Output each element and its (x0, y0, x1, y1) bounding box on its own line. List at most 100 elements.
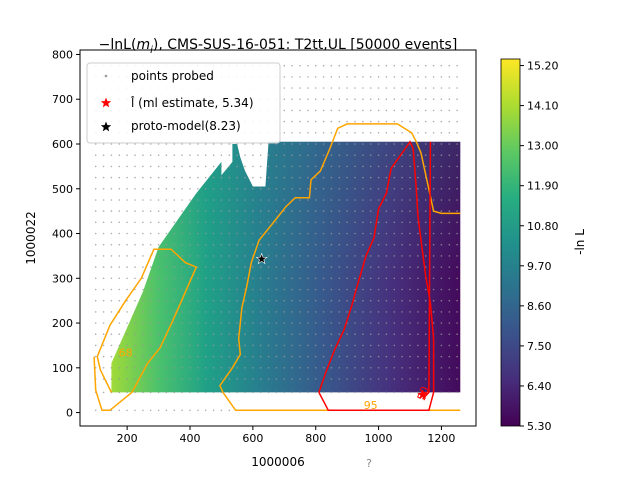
probed-point (212, 143, 215, 145)
probed-point (189, 210, 191, 212)
probed-point (94, 288, 97, 291)
probed-point (377, 143, 380, 145)
probed-point (393, 288, 396, 291)
probed-point (314, 311, 317, 313)
probed-point (440, 165, 443, 168)
probed-point (291, 132, 293, 134)
probed-point (314, 87, 317, 89)
probed-point (401, 109, 403, 112)
probed-point (417, 355, 419, 358)
probed-point (244, 243, 246, 246)
probed-point (417, 132, 419, 134)
probed-point (157, 299, 160, 302)
probed-point (228, 409, 231, 412)
probed-point (424, 322, 427, 324)
probed-point (440, 391, 443, 394)
probed-point (346, 232, 348, 235)
probed-point (228, 367, 231, 369)
probed-point (307, 176, 309, 179)
probed-point (417, 165, 419, 168)
probed-point (409, 322, 411, 324)
probed-point (275, 311, 278, 313)
probed-point (236, 344, 238, 347)
probed-point (393, 64, 396, 67)
probed-point (417, 344, 419, 347)
probed-point (228, 176, 231, 179)
probed-point (110, 266, 113, 268)
probed-point (291, 143, 293, 145)
probed-point (142, 333, 144, 336)
probed-point (173, 210, 176, 212)
probed-point (283, 311, 286, 313)
probed-point (204, 391, 207, 394)
probed-point (354, 154, 356, 156)
probed-point (291, 188, 293, 190)
probed-point (456, 243, 458, 246)
probed-point (369, 64, 372, 67)
probed-point (244, 311, 246, 313)
probed-point (377, 378, 380, 380)
probed-point (377, 288, 380, 291)
probed-point (409, 277, 411, 280)
probed-point (362, 120, 364, 123)
probed-point (362, 154, 364, 156)
probed-point (362, 210, 364, 212)
probed-point (314, 288, 317, 291)
probed-point (149, 322, 152, 324)
probed-point (354, 98, 356, 100)
probed-point (440, 98, 443, 100)
probed-point (299, 64, 301, 67)
probed-point (94, 232, 97, 235)
probed-point (244, 221, 246, 224)
probed-point (314, 391, 317, 394)
probed-point (228, 355, 231, 358)
probed-point (275, 176, 278, 179)
probed-point (267, 154, 270, 156)
probed-point (149, 378, 152, 380)
probed-point (409, 288, 411, 291)
probed-point (362, 367, 364, 369)
probed-point (314, 299, 317, 302)
probed-point (291, 76, 293, 78)
probed-point (134, 378, 136, 380)
probed-point (417, 87, 419, 89)
probed-point (354, 266, 356, 268)
probed-point (362, 143, 364, 145)
probed-point (424, 288, 427, 291)
probed-point (212, 367, 215, 369)
probed-point (330, 378, 333, 380)
probed-point (252, 333, 254, 336)
probed-point (173, 299, 176, 302)
probed-point (267, 322, 270, 324)
probed-point (377, 176, 380, 179)
probed-point (448, 154, 451, 156)
probed-point (424, 243, 427, 246)
contours: 956850 (93, 123, 461, 412)
probed-point (432, 288, 435, 291)
probed-point (118, 266, 121, 268)
contour-label: 68 (119, 347, 133, 360)
probed-point (236, 143, 238, 145)
probed-point (307, 355, 309, 358)
probed-point (409, 378, 411, 380)
probed-point (330, 311, 333, 313)
probed-point (134, 243, 136, 246)
probed-point (338, 391, 341, 394)
probed-point (220, 210, 223, 212)
colorbar-tick-label: 6.40 (527, 380, 552, 393)
colorbar-tick-label: 15.20 (527, 60, 559, 73)
probed-point (165, 299, 168, 302)
y-tick-label: 800 (52, 48, 73, 61)
probed-point (204, 221, 207, 224)
probed-point (456, 98, 458, 100)
probed-point (346, 176, 348, 179)
probed-point (377, 355, 380, 358)
probed-point (204, 344, 207, 347)
probed-point (283, 64, 286, 67)
probed-point (440, 188, 443, 190)
probed-point (189, 255, 191, 257)
colorbar-gradient (500, 58, 521, 427)
probed-point (197, 266, 199, 268)
probed-point (338, 333, 341, 336)
probed-point (267, 199, 270, 201)
